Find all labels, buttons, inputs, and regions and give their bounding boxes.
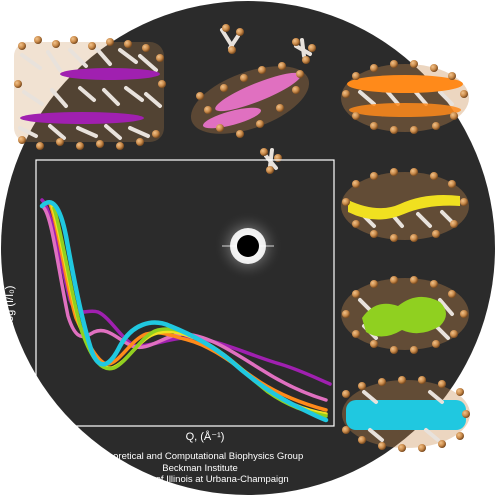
curve-cyan bbox=[39, 200, 329, 423]
yellow-disc-icon bbox=[341, 168, 469, 242]
green-disc-icon bbox=[341, 276, 469, 354]
orange-disc-icon bbox=[341, 60, 469, 134]
credits-line-university: University of Illinois at Urbana-Champai… bbox=[111, 474, 289, 485]
y-axis-label: log (I/I₀) bbox=[4, 285, 16, 325]
credits-block: Theoretical and Computational Biophysics… bbox=[60, 451, 340, 486]
scattered-pink-assembly-icon bbox=[190, 24, 316, 174]
bilayer-purple-band-icon bbox=[14, 36, 166, 150]
curve-group bbox=[39, 198, 332, 423]
credits-line-institute: Beckman Institute bbox=[162, 462, 238, 474]
scattering-pattern bbox=[214, 212, 282, 280]
credits-line-group: Theoretical and Computational Biophysics… bbox=[96, 451, 304, 462]
x-axis-label: Q, (Å⁻¹) bbox=[185, 431, 225, 443]
cyan-disc-icon bbox=[342, 376, 470, 452]
plot-frame bbox=[35, 159, 335, 427]
